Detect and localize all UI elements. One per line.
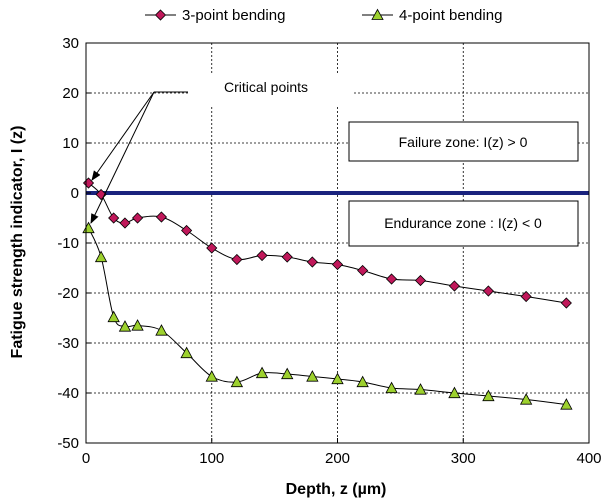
- data-point-triangle: [356, 375, 369, 388]
- data-point-diamond: [131, 212, 144, 224]
- data-point-triangle: [385, 381, 398, 394]
- data-point-diamond: [414, 274, 427, 287]
- legend-label-3-point: 3-point bending: [182, 7, 285, 24]
- critical-points-box: [188, 74, 354, 106]
- data-point-diamond: [331, 258, 344, 271]
- data-point-triangle: [281, 367, 294, 380]
- y-tick-label: -30: [57, 335, 79, 352]
- data-point-diamond: [482, 285, 494, 297]
- data-point-triangle: [205, 370, 218, 382]
- legend-diamond-marker: [154, 9, 167, 21]
- data-point-triangle: [331, 372, 344, 385]
- failure-zone-box: Failure zone: I(z) > 0: [348, 121, 579, 162]
- x-tick-label: 400: [576, 450, 601, 467]
- critical-points-label: Critical points: [224, 79, 308, 95]
- data-point-diamond: [520, 290, 532, 303]
- data-point-diamond: [108, 212, 120, 224]
- legend-item-3-point: 3-point bending: [145, 7, 285, 24]
- y-tick-label: 30: [62, 35, 79, 52]
- failure-zone-frame: [348, 121, 579, 162]
- data-point-triangle: [414, 383, 427, 395]
- legend-item-4-point: 4-point bending: [362, 7, 502, 24]
- data-point-diamond: [231, 253, 243, 266]
- y-tick-label: 10: [62, 135, 79, 152]
- y-tick-label: -10: [57, 235, 79, 252]
- data-point-triangle: [131, 319, 144, 331]
- data-point-triangle: [519, 393, 533, 405]
- legend-label-4-point: 4-point bending: [399, 7, 502, 24]
- data-point-triangle: [82, 221, 95, 234]
- data-point-triangle: [118, 320, 132, 332]
- data-point-triangle: [180, 346, 193, 359]
- arrow-to-4-point: [90, 91, 155, 224]
- endurance-zone-box: Endurance zone : I(z) < 0: [348, 200, 579, 247]
- y-tick-label: -40: [57, 385, 79, 402]
- failure-zone-label: Failure zone: I(z) > 0: [399, 134, 528, 150]
- data-point-diamond: [119, 217, 131, 229]
- data-point-triangle: [482, 389, 495, 402]
- x-tick-label: 300: [451, 450, 476, 467]
- data-point-triangle: [230, 375, 244, 388]
- data-point-triangle: [306, 370, 319, 382]
- data-point-diamond: [357, 264, 369, 277]
- endurance-zone-frame: [348, 200, 579, 247]
- arrow-to-3-point: [91, 91, 155, 181]
- y-tick-label: -50: [57, 435, 79, 452]
- data-point-triangle: [155, 324, 168, 336]
- data-point-triangle: [94, 250, 108, 263]
- series-2: [82, 221, 573, 410]
- y-tick-label: 0: [71, 185, 79, 202]
- data-point-triangle: [107, 310, 120, 323]
- data-point-diamond: [560, 297, 572, 309]
- x-tick-label: 100: [199, 450, 224, 467]
- legend: 3-point bending 4-point bending: [145, 7, 502, 24]
- critical-points-callout: Critical points: [90, 74, 354, 224]
- y-axis-title: Fatigue strength indicator, I (z): [9, 126, 26, 359]
- endurance-zone-label: Endurance zone : I(z) < 0: [384, 215, 542, 231]
- y-tick-label: 20: [62, 85, 79, 102]
- legend-triangle-marker: [371, 8, 384, 20]
- series-line: [88, 227, 567, 405]
- data-point-diamond: [448, 280, 461, 292]
- y-tick-label: -20: [57, 285, 79, 302]
- data-point-diamond: [306, 256, 318, 268]
- data-point-diamond: [206, 242, 218, 254]
- x-tick-label: 0: [82, 450, 90, 467]
- x-axis-title: Depth, z (µm): [286, 481, 387, 498]
- data-point-diamond: [181, 224, 193, 237]
- data-point-triangle: [255, 366, 269, 379]
- data-point-triangle: [560, 398, 573, 410]
- data-point-diamond: [281, 251, 293, 263]
- data-point-triangle: [448, 386, 461, 399]
- x-tick-label: 200: [325, 450, 350, 467]
- data-point-diamond: [155, 211, 168, 223]
- data-point-diamond: [386, 273, 398, 285]
- data-point-diamond: [256, 249, 268, 262]
